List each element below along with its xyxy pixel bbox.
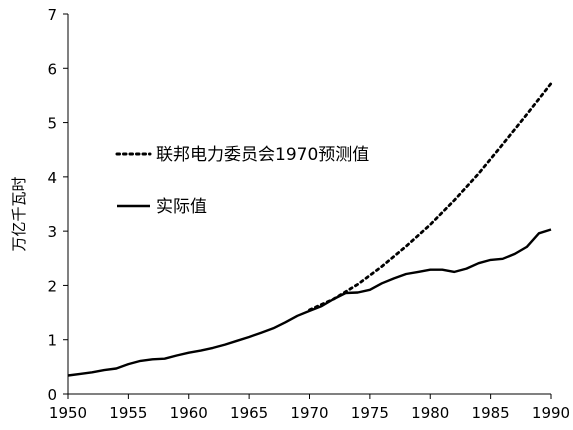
x-tick-label: 1955 bbox=[109, 404, 147, 422]
x-tick-label: 1985 bbox=[472, 404, 510, 422]
x-tick-label: 1990 bbox=[532, 404, 570, 422]
legend-label: 实际值 bbox=[156, 197, 207, 217]
legend-label: 联邦电力委员会1970预测值 bbox=[156, 145, 369, 165]
y-tick-label: 2 bbox=[47, 277, 57, 295]
y-tick-label: 6 bbox=[47, 60, 57, 78]
x-tick-label: 1980 bbox=[411, 404, 449, 422]
actual-series-line bbox=[67, 228, 552, 377]
y-tick-label: 1 bbox=[47, 332, 57, 350]
y-axis-label: 万亿千瓦时 bbox=[10, 176, 28, 251]
y-tick-label: 5 bbox=[47, 115, 57, 133]
x-tick-label: 1960 bbox=[170, 404, 208, 422]
forecast-series-line bbox=[308, 82, 553, 312]
x-tick-label: 1970 bbox=[290, 404, 328, 422]
series-layer bbox=[67, 82, 553, 377]
y-tick-label: 7 bbox=[47, 6, 57, 24]
y-tick-label: 4 bbox=[47, 169, 57, 187]
axes: 0 1 2 3 4 5 6 7 1950 1955 1960 1965 1970 1975 1980 1985… bbox=[47, 6, 570, 422]
x-tick-label: 1975 bbox=[351, 404, 389, 422]
x-tick-label: 1965 bbox=[230, 404, 268, 422]
x-tick-label: 1950 bbox=[49, 404, 87, 422]
y-tick-label: 0 bbox=[47, 386, 57, 404]
y-tick-label: 3 bbox=[47, 223, 57, 241]
